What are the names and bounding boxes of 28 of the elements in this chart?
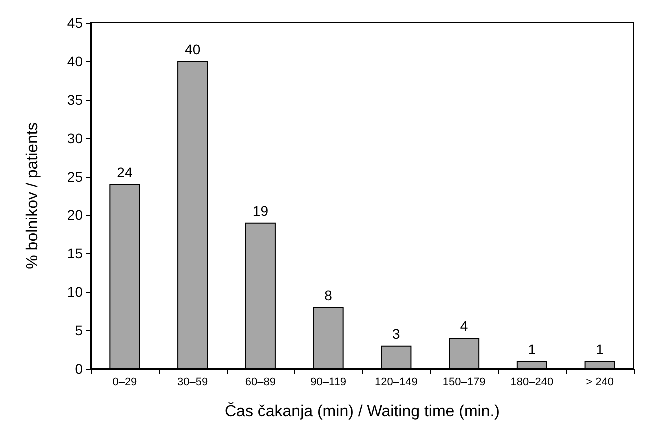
data-label: 1 bbox=[596, 341, 604, 358]
y-tick-label: 30 bbox=[67, 130, 84, 146]
data-label: 19 bbox=[252, 202, 269, 219]
x-tick-label: 30–59 bbox=[178, 376, 208, 388]
y-tick-label: 15 bbox=[67, 246, 84, 262]
x-tick-label: 90–119 bbox=[310, 376, 347, 388]
x-tick-label: 0–29 bbox=[112, 376, 138, 388]
y-tick-label: 45 bbox=[67, 15, 84, 31]
y-tick-label: 40 bbox=[67, 53, 84, 70]
x-tick-label: 120–149 bbox=[375, 376, 418, 388]
data-label: 1 bbox=[528, 341, 536, 358]
y-tick-label: 35 bbox=[67, 92, 84, 108]
x-tick-label: 60–89 bbox=[245, 376, 276, 388]
data-label: 3 bbox=[392, 326, 401, 342]
y-tick-label: 25 bbox=[67, 168, 84, 185]
data-label: 4 bbox=[460, 318, 468, 334]
data-label: 40 bbox=[185, 41, 201, 58]
y-tick-label: 5 bbox=[75, 322, 84, 339]
y-axis-title: % bolnikov / patients bbox=[24, 122, 42, 270]
y-tick-label: 0 bbox=[75, 361, 84, 377]
x-axis-title: Čas čakanja (min) / Waiting time (min.) bbox=[224, 402, 500, 420]
data-label: 8 bbox=[324, 287, 333, 304]
y-tick-label: 10 bbox=[67, 284, 84, 300]
y-tick-label: 20 bbox=[67, 207, 84, 224]
x-tick-label: 150–179 bbox=[442, 376, 486, 388]
data-label: 24 bbox=[117, 164, 133, 180]
x-tick-label: > 240 bbox=[586, 376, 614, 388]
x-tick-label: 180–240 bbox=[510, 376, 554, 388]
